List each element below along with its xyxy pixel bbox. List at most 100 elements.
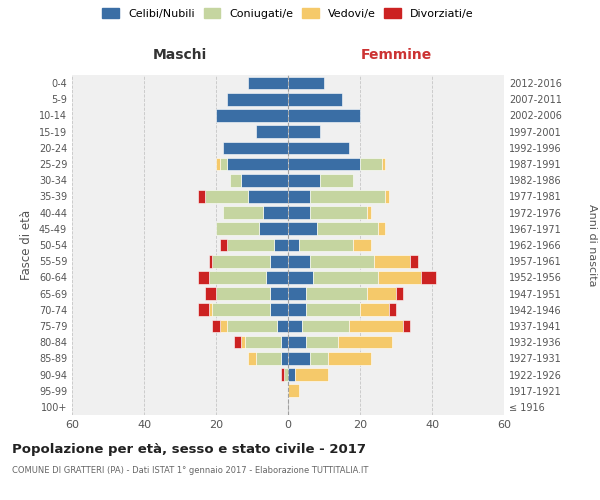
Bar [338, 336, 392, 348]
Bar [310, 255, 374, 268]
Bar [281, 352, 288, 364]
Bar [306, 336, 338, 348]
Bar [374, 255, 410, 268]
Bar [349, 320, 403, 332]
Bar [216, 288, 270, 300]
Bar [288, 255, 310, 268]
Bar [223, 206, 263, 219]
Bar [241, 174, 288, 186]
Bar [288, 352, 310, 364]
Bar [385, 190, 389, 202]
Bar [288, 190, 310, 202]
Bar [248, 77, 288, 90]
Bar [220, 320, 227, 332]
Bar [288, 304, 306, 316]
Bar [288, 109, 360, 122]
Bar [209, 255, 212, 268]
Bar [313, 271, 378, 283]
Bar [288, 271, 313, 283]
Bar [205, 190, 248, 202]
Bar [216, 158, 220, 170]
Bar [288, 174, 320, 186]
Bar [274, 238, 288, 252]
Bar [410, 255, 418, 268]
Bar [277, 320, 288, 332]
Text: Maschi: Maschi [153, 48, 207, 62]
Bar [216, 222, 259, 235]
Bar [256, 352, 281, 364]
Bar [288, 77, 324, 90]
Bar [320, 174, 353, 186]
Bar [360, 158, 382, 170]
Bar [353, 238, 371, 252]
Bar [288, 142, 349, 154]
Bar [212, 320, 220, 332]
Bar [288, 158, 360, 170]
Bar [288, 288, 306, 300]
Bar [205, 288, 216, 300]
Bar [256, 126, 288, 138]
Bar [378, 271, 421, 283]
Bar [248, 190, 288, 202]
Bar [248, 352, 256, 364]
Bar [302, 320, 349, 332]
Bar [227, 93, 288, 106]
Bar [234, 336, 241, 348]
Text: COMUNE DI GRATTERI (PA) - Dati ISTAT 1° gennaio 2017 - Elaborazione TUTTITALIA.I: COMUNE DI GRATTERI (PA) - Dati ISTAT 1° … [12, 466, 368, 475]
Bar [281, 336, 288, 348]
Bar [299, 238, 353, 252]
Bar [367, 288, 396, 300]
Bar [378, 222, 385, 235]
Bar [263, 206, 288, 219]
Bar [396, 288, 403, 300]
Bar [360, 304, 389, 316]
Bar [317, 222, 378, 235]
Bar [259, 222, 288, 235]
Bar [198, 304, 209, 316]
Bar [270, 255, 288, 268]
Bar [288, 384, 299, 397]
Bar [389, 304, 396, 316]
Bar [281, 368, 284, 381]
Bar [245, 336, 281, 348]
Bar [220, 238, 227, 252]
Bar [209, 304, 212, 316]
Bar [284, 368, 288, 381]
Bar [212, 304, 270, 316]
Bar [198, 190, 205, 202]
Bar [227, 238, 274, 252]
Bar [209, 271, 266, 283]
Bar [306, 288, 367, 300]
Text: Popolazione per età, sesso e stato civile - 2017: Popolazione per età, sesso e stato civil… [12, 442, 366, 456]
Bar [288, 238, 299, 252]
Bar [270, 288, 288, 300]
Bar [382, 158, 385, 170]
Bar [270, 304, 288, 316]
Bar [230, 174, 241, 186]
Bar [367, 206, 371, 219]
Bar [198, 271, 209, 283]
Bar [288, 93, 342, 106]
Bar [227, 158, 288, 170]
Bar [227, 320, 277, 332]
Bar [288, 368, 295, 381]
Bar [421, 271, 436, 283]
Bar [266, 271, 288, 283]
Bar [223, 142, 288, 154]
Bar [310, 206, 367, 219]
Bar [310, 190, 385, 202]
Bar [310, 352, 328, 364]
Bar [403, 320, 410, 332]
Text: Femmine: Femmine [361, 48, 431, 62]
Bar [288, 222, 317, 235]
Bar [288, 336, 306, 348]
Bar [288, 320, 302, 332]
Bar [212, 255, 270, 268]
Bar [241, 336, 245, 348]
Text: Anni di nascita: Anni di nascita [587, 204, 597, 286]
Y-axis label: Fasce di età: Fasce di età [20, 210, 33, 280]
Bar [216, 109, 288, 122]
Bar [220, 158, 227, 170]
Bar [306, 304, 360, 316]
Bar [288, 206, 310, 219]
